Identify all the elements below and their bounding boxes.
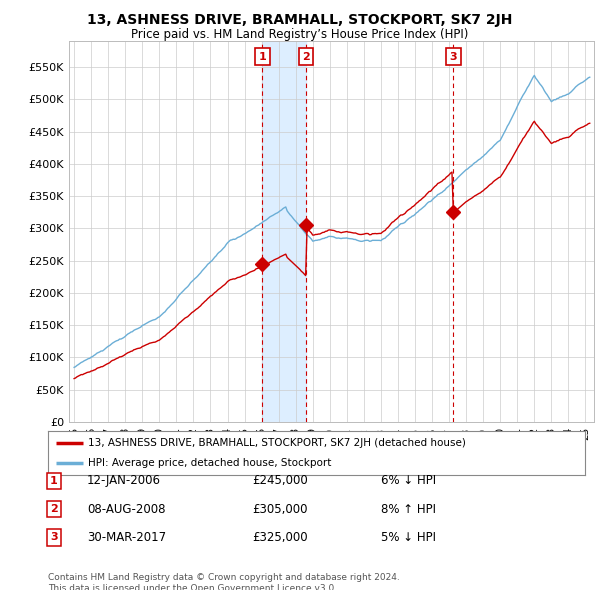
Text: 1: 1 (50, 476, 58, 486)
Text: 8% ↑ HPI: 8% ↑ HPI (381, 503, 436, 516)
Text: 3: 3 (449, 51, 457, 61)
Text: 13, ASHNESS DRIVE, BRAMHALL, STOCKPORT, SK7 2JH (detached house): 13, ASHNESS DRIVE, BRAMHALL, STOCKPORT, … (88, 438, 466, 448)
Text: £305,000: £305,000 (252, 503, 308, 516)
Text: 2: 2 (302, 51, 310, 61)
Text: 2: 2 (50, 504, 58, 514)
Text: HPI: Average price, detached house, Stockport: HPI: Average price, detached house, Stoc… (88, 458, 332, 468)
Text: 5% ↓ HPI: 5% ↓ HPI (381, 531, 436, 544)
Text: Contains HM Land Registry data © Crown copyright and database right 2024.
This d: Contains HM Land Registry data © Crown c… (48, 573, 400, 590)
Text: £325,000: £325,000 (252, 531, 308, 544)
Text: Price paid vs. HM Land Registry’s House Price Index (HPI): Price paid vs. HM Land Registry’s House … (131, 28, 469, 41)
Text: £245,000: £245,000 (252, 474, 308, 487)
Text: 12-JAN-2006: 12-JAN-2006 (87, 474, 161, 487)
Text: 08-AUG-2008: 08-AUG-2008 (87, 503, 166, 516)
Text: 30-MAR-2017: 30-MAR-2017 (87, 531, 166, 544)
Text: 3: 3 (50, 533, 58, 542)
Text: 1: 1 (259, 51, 266, 61)
Bar (262, 41, 306, 422)
Text: 13, ASHNESS DRIVE, BRAMHALL, STOCKPORT, SK7 2JH: 13, ASHNESS DRIVE, BRAMHALL, STOCKPORT, … (88, 13, 512, 27)
Text: 6% ↓ HPI: 6% ↓ HPI (381, 474, 436, 487)
